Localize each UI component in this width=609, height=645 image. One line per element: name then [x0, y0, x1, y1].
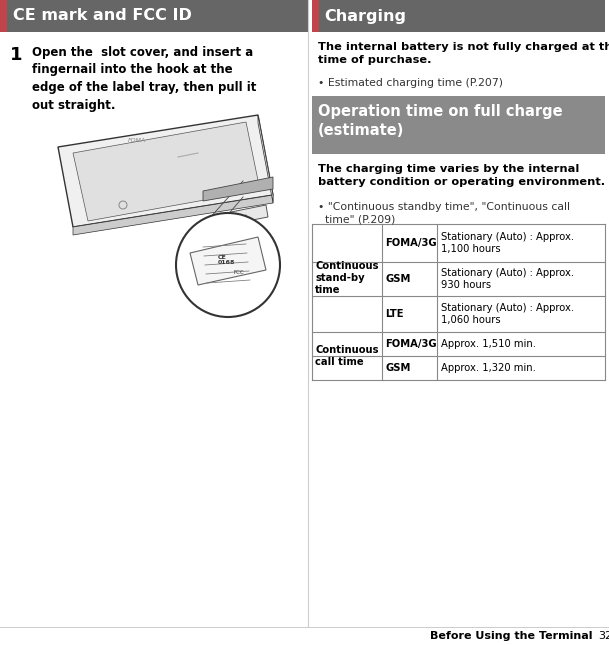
Polygon shape [203, 177, 273, 201]
Text: FOMA/3G: FOMA/3G [385, 339, 437, 349]
Bar [312, 96, 605, 154]
Text: Continuous
call time: Continuous call time [315, 345, 379, 367]
Polygon shape [73, 195, 273, 235]
Text: The internal battery is not fully charged at the
time of purchase.: The internal battery is not fully charge… [318, 42, 609, 65]
Polygon shape [216, 205, 268, 227]
Text: Continuous
stand-by
time: Continuous stand-by time [315, 261, 379, 295]
Text: • Estimated charging time (P.207): • Estimated charging time (P.207) [318, 78, 503, 88]
Text: FOMA/3G: FOMA/3G [385, 238, 437, 248]
Text: Stationary (Auto) : Approx.
1,100 hours: Stationary (Auto) : Approx. 1,100 hours [441, 232, 574, 254]
Text: FOMA: FOMA [128, 137, 146, 143]
Text: Approx. 1,320 min.: Approx. 1,320 min. [441, 363, 536, 373]
Text: Before Using the Terminal: Before Using the Terminal [430, 631, 593, 641]
Bar [312, 332, 605, 356]
Text: 32: 32 [598, 631, 609, 641]
Bar [312, 0, 319, 32]
Text: Approx. 1,510 min.: Approx. 1,510 min. [441, 339, 536, 349]
Text: FCC: FCC [233, 270, 244, 275]
Text: Stationary (Auto) : Approx.
930 hours: Stationary (Auto) : Approx. 930 hours [441, 268, 574, 290]
Circle shape [176, 213, 280, 317]
Text: Open the  slot cover, and insert a
fingernail into the hook at the
edge of the l: Open the slot cover, and insert a finger… [32, 46, 256, 112]
Text: • "Continuous standby time", "Continuous call
  time" (P.209): • "Continuous standby time", "Continuous… [318, 202, 570, 225]
Text: Operation time on full charge
(estimate): Operation time on full charge (estimate) [318, 104, 563, 137]
Bar [312, 296, 605, 332]
Text: LTE: LTE [385, 309, 404, 319]
Bar [312, 356, 605, 380]
Polygon shape [190, 237, 266, 285]
Text: Charging: Charging [324, 8, 406, 23]
Text: CE
0168: CE 0168 [218, 255, 235, 265]
Bar [312, 0, 605, 32]
Polygon shape [73, 122, 260, 221]
Text: GSM: GSM [385, 363, 410, 373]
Polygon shape [258, 115, 273, 203]
Text: GSM: GSM [385, 274, 410, 284]
Text: 1: 1 [10, 46, 23, 64]
Text: Stationary (Auto) : Approx.
1,060 hours: Stationary (Auto) : Approx. 1,060 hours [441, 303, 574, 325]
Bar [312, 262, 605, 296]
Bar [0, 0, 7, 32]
Text: CE mark and FCC ID: CE mark and FCC ID [13, 8, 192, 23]
Bar [312, 224, 605, 262]
Bar [0, 0, 308, 32]
Polygon shape [58, 115, 273, 227]
Text: The charging time varies by the internal
battery condition or operating environm: The charging time varies by the internal… [318, 164, 605, 187]
